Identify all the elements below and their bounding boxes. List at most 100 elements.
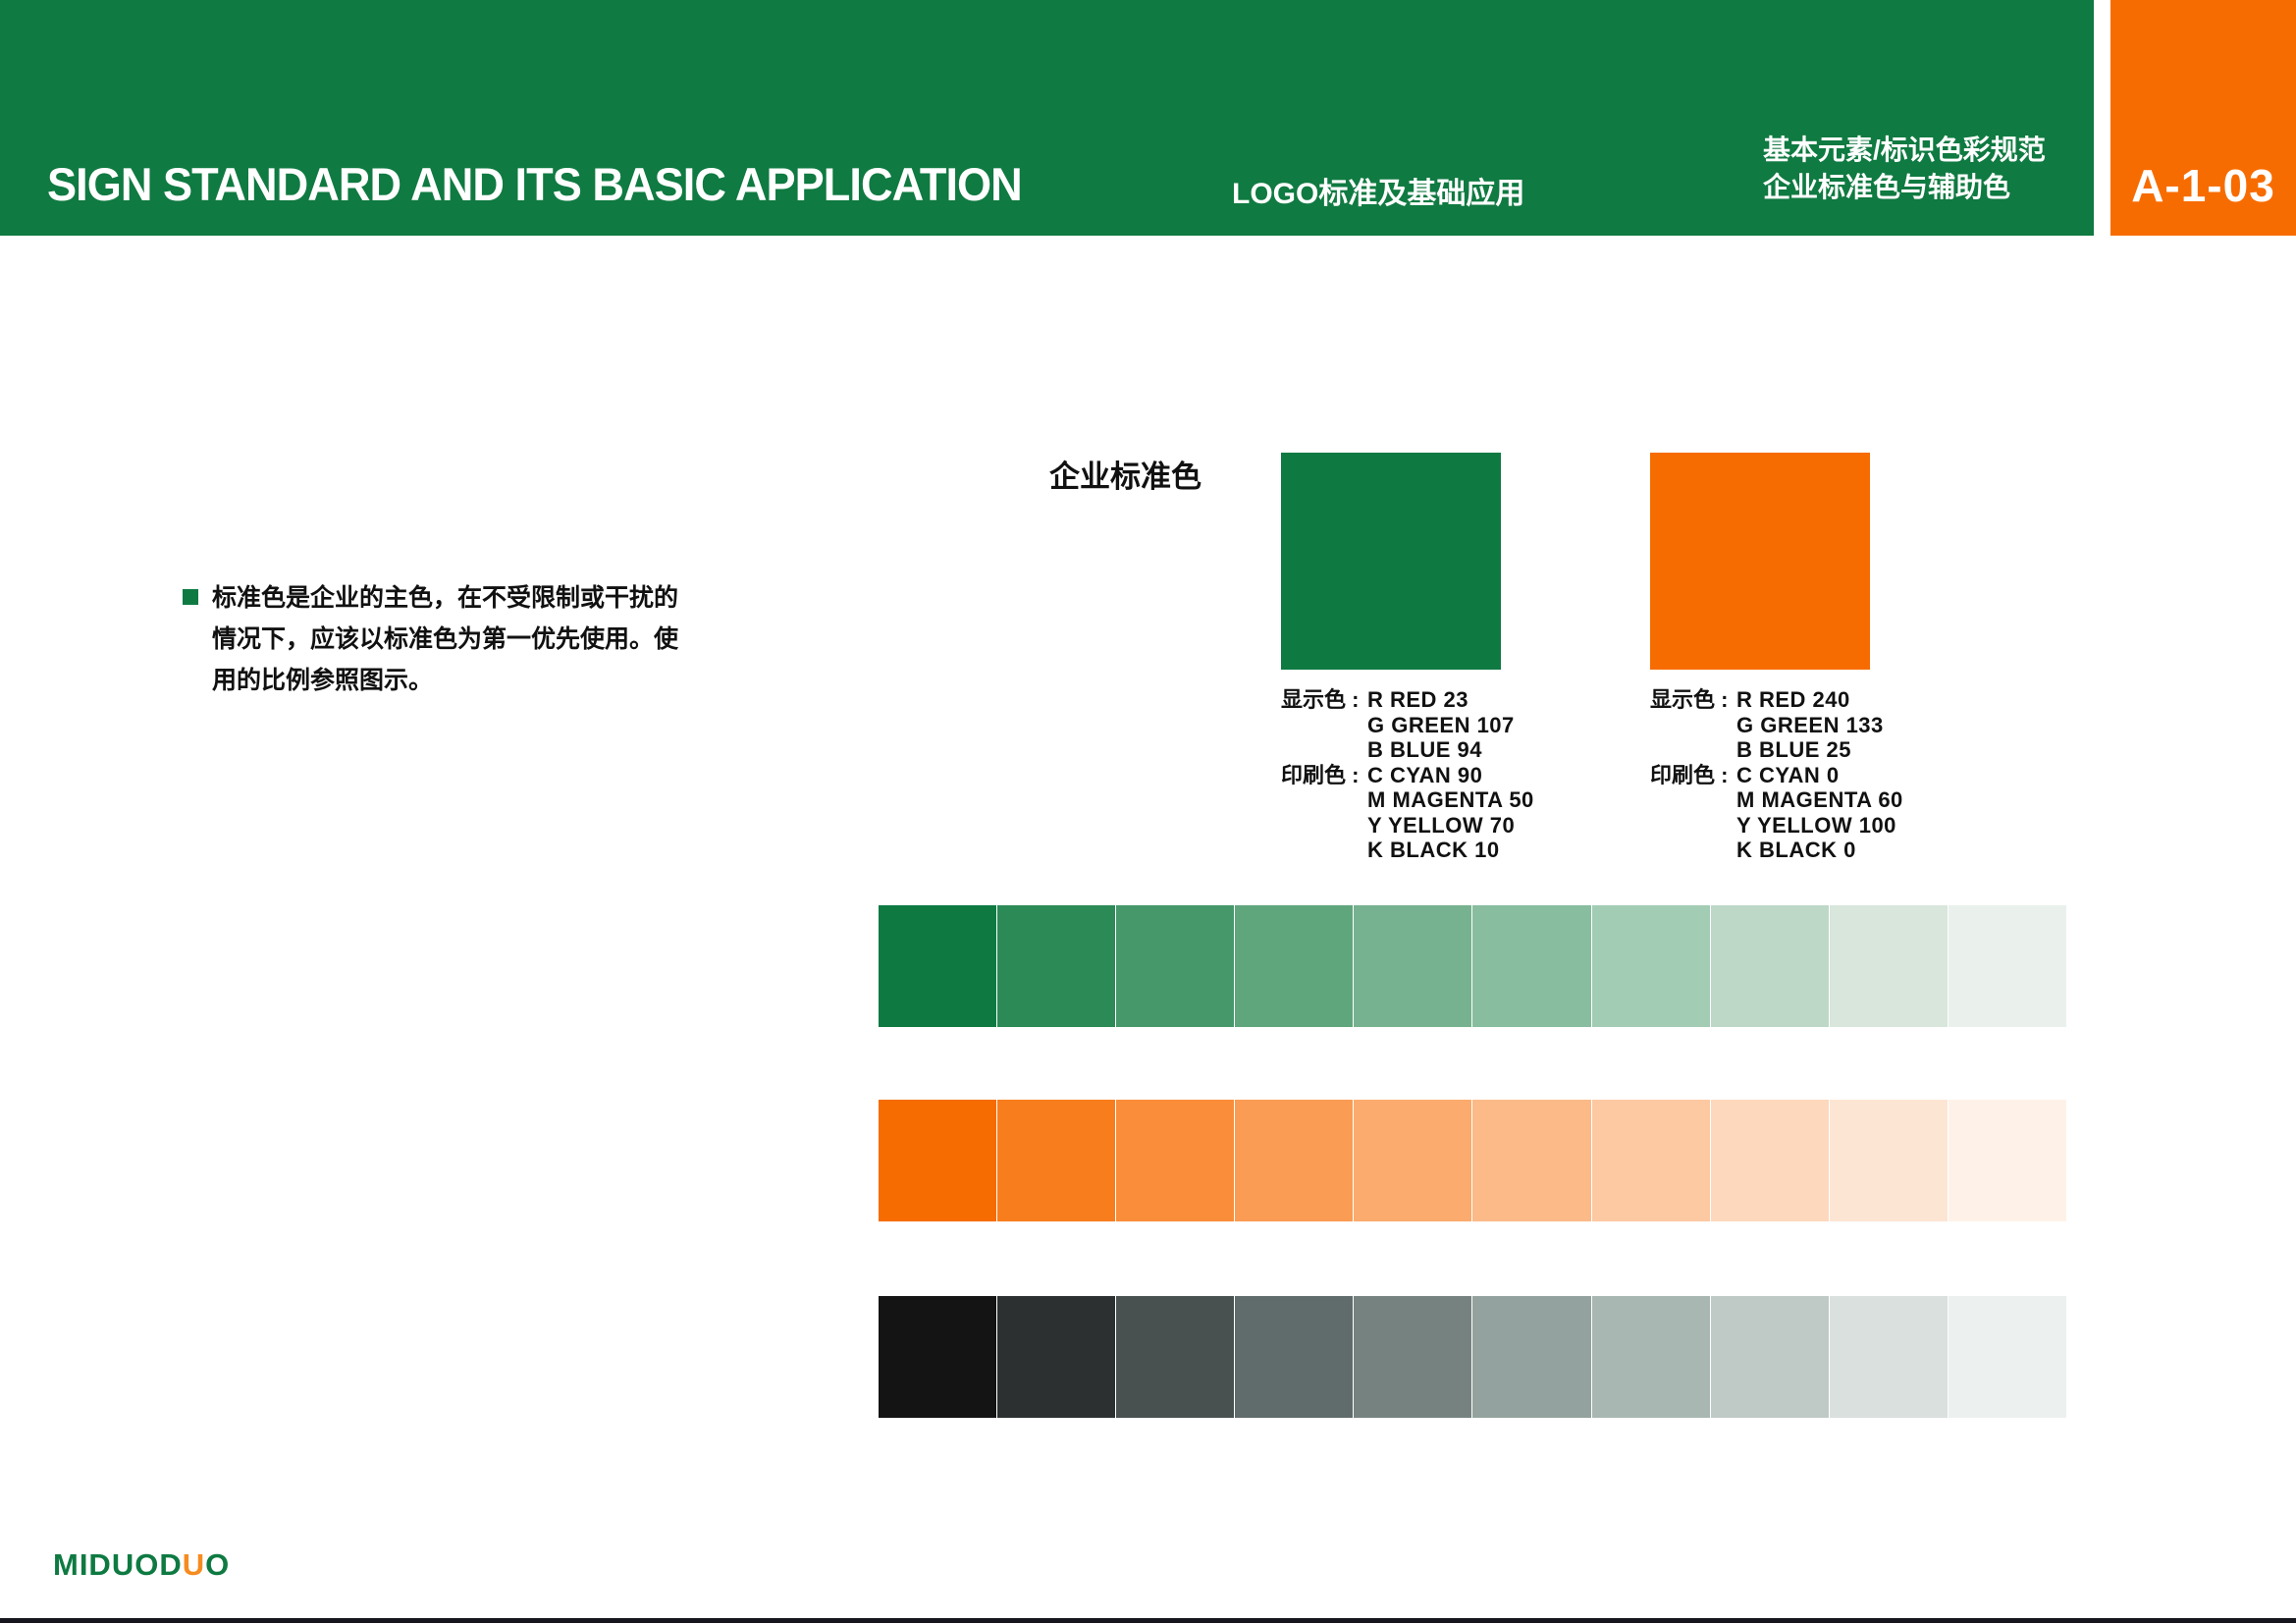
tint-step — [1710, 1296, 1829, 1418]
spec-label: 显示色 : — [1281, 687, 1360, 712]
spec-label — [1650, 838, 1736, 863]
logo-letter-group: U — [182, 1547, 206, 1582]
tint-step — [1116, 1100, 1235, 1221]
tint-step — [879, 1296, 997, 1418]
spec-value: G GREEN 107 — [1367, 712, 1515, 737]
color-spec-row: Y YELLOW 100 — [1650, 813, 1903, 839]
section-line-1: 基本元素/标识色彩规范 — [1763, 135, 2046, 165]
color-spec-row: K BLACK 0 — [1650, 838, 1903, 863]
tint-step — [1829, 1100, 1948, 1221]
tint-step — [1829, 905, 1948, 1027]
color-spec-row: M MAGENTA 50 — [1281, 787, 1534, 813]
footer-rule — [0, 1618, 2296, 1623]
standard-color-heading: 企业标准色 — [1049, 460, 1201, 494]
orange-tint-scale — [879, 1100, 2066, 1221]
tint-step — [997, 1296, 1116, 1418]
page-code-tab: A-1-03 — [2110, 0, 2296, 236]
tint-step — [1472, 1100, 1591, 1221]
spec-label — [1281, 838, 1367, 863]
intro-line: 情况下，应该以标准色为第一优先使用。使 — [212, 625, 679, 653]
logo-letter-group: O — [205, 1547, 231, 1582]
page-subtitle: LOGO标准及基础应用 — [1232, 178, 1525, 210]
intro-text: 标准色是企业的主色，在不受限制或干扰的 情况下，应该以标准色为第一优先使用。使 用的… — [212, 577, 678, 701]
spec-label: 印刷色 : — [1281, 762, 1360, 787]
tint-step — [1235, 1296, 1354, 1418]
spec-value: Y YELLOW 100 — [1736, 812, 1896, 838]
tint-step — [997, 905, 1116, 1027]
spec-value: M MAGENTA 60 — [1736, 787, 1903, 812]
color-spec-row: B BLUE 94 — [1281, 737, 1534, 763]
miduoduo-logo: MIDUODUO — [53, 1547, 230, 1583]
spec-value: G GREEN 133 — [1736, 712, 1884, 737]
page-code: A-1-03 — [2131, 160, 2275, 211]
spec-value: C CYAN 0 — [1736, 762, 1840, 787]
tint-step — [1591, 905, 1710, 1027]
spec-value: M MAGENTA 50 — [1367, 787, 1534, 812]
orange-color-spec: 显示色 : R RED 240 G GREEN 133 B BLUE 25 印刷… — [1650, 687, 1903, 863]
tint-step — [997, 1100, 1116, 1221]
tint-step — [1235, 905, 1354, 1027]
tint-step — [879, 905, 997, 1027]
tint-step — [1235, 1100, 1354, 1221]
tint-step — [1591, 1100, 1710, 1221]
intro-paragraph: 标准色是企业的主色，在不受限制或干扰的 情况下，应该以标准色为第一优先使用。使 用的… — [183, 577, 678, 701]
tint-step — [1710, 1100, 1829, 1221]
color-spec-row: G GREEN 107 — [1281, 713, 1534, 738]
spec-value: B BLUE 94 — [1367, 737, 1482, 762]
header-band: SIGN STANDARD AND ITS BASIC APPLICATION … — [0, 0, 2094, 236]
spec-value: B BLUE 25 — [1736, 737, 1851, 762]
green-tint-scale — [879, 905, 2066, 1027]
bullet-square-icon — [183, 589, 198, 605]
spec-value: R RED 23 — [1367, 687, 1469, 712]
tint-step — [1591, 1296, 1710, 1418]
spec-label — [1650, 813, 1736, 839]
tint-step — [1948, 1296, 2066, 1418]
tint-step — [1354, 905, 1472, 1027]
spec-label — [1650, 737, 1736, 763]
spec-label — [1650, 787, 1736, 813]
intro-line: 用的比例参照图示。 — [212, 667, 434, 694]
color-spec-row: G GREEN 133 — [1650, 713, 1903, 738]
tint-step — [1948, 905, 2066, 1027]
spec-label — [1281, 737, 1367, 763]
logo-letter-group: MIDUOD — [53, 1547, 183, 1582]
tint-step — [1472, 905, 1591, 1027]
tint-step — [879, 1100, 997, 1221]
spec-label — [1281, 713, 1367, 738]
section-label: 基本元素/标识色彩规范 企业标准色与辅助色 — [1763, 132, 2046, 206]
section-line-2: 企业标准色与辅助色 — [1763, 172, 2011, 202]
color-spec-row: 印刷色 : C CYAN 90 — [1281, 763, 1534, 788]
tint-step — [1116, 905, 1235, 1027]
tint-step — [1829, 1296, 1948, 1418]
tint-step — [1354, 1100, 1472, 1221]
tint-step — [1472, 1296, 1591, 1418]
spec-label — [1281, 813, 1367, 839]
color-spec-row: Y YELLOW 70 — [1281, 813, 1534, 839]
intro-line: 标准色是企业的主色，在不受限制或干扰的 — [212, 584, 679, 612]
spec-label — [1650, 713, 1736, 738]
color-spec-row: B BLUE 25 — [1650, 737, 1903, 763]
color-spec-row: 显示色 : R RED 240 — [1650, 687, 1903, 713]
spec-value: K BLACK 0 — [1736, 838, 1856, 862]
color-spec-row: K BLACK 10 — [1281, 838, 1534, 863]
spec-value: C CYAN 90 — [1367, 762, 1483, 787]
page-title: SIGN STANDARD AND ITS BASIC APPLICATION — [47, 158, 1023, 210]
spec-value: Y YELLOW 70 — [1367, 812, 1516, 838]
green-color-swatch — [1281, 453, 1501, 670]
spec-value: R RED 240 — [1736, 687, 1850, 712]
spec-label: 印刷色 : — [1650, 762, 1729, 787]
color-spec-row: M MAGENTA 60 — [1650, 787, 1903, 813]
tint-step — [1354, 1296, 1472, 1418]
spec-label: 显示色 : — [1650, 687, 1729, 712]
tint-step — [1710, 905, 1829, 1027]
black-tint-scale — [879, 1296, 2066, 1418]
tint-step — [1948, 1100, 2066, 1221]
green-color-spec: 显示色 : R RED 23 G GREEN 107 B BLUE 94 印刷色… — [1281, 687, 1534, 863]
spec-label — [1281, 787, 1367, 813]
color-spec-row: 显示色 : R RED 23 — [1281, 687, 1534, 713]
tint-step — [1116, 1296, 1235, 1418]
color-spec-row: 印刷色 : C CYAN 0 — [1650, 763, 1903, 788]
spec-value: K BLACK 10 — [1367, 838, 1500, 862]
orange-color-swatch — [1650, 453, 1870, 670]
